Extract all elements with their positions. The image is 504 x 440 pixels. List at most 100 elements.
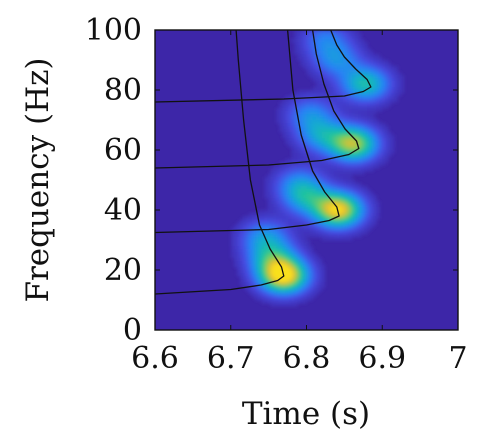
heatmap-cell [364, 201, 368, 205]
heatmap-cell [330, 150, 335, 154]
heatmap-cell [394, 99, 398, 103]
heatmap-cell [306, 204, 311, 208]
heatmap-cell [264, 189, 268, 193]
heatmap-cell [303, 186, 308, 190]
heatmap-cell [300, 177, 305, 181]
ridge-curve-1 [155, 30, 285, 295]
heatmap-cell [315, 273, 320, 277]
heatmap-cell [288, 237, 292, 241]
heatmap-cell [285, 255, 289, 259]
heatmap-cell [242, 264, 247, 268]
heatmap-cell [303, 156, 308, 160]
heatmap-cell [348, 105, 353, 109]
heatmap-cell [342, 222, 347, 226]
heatmap-cell [282, 291, 286, 295]
heatmap-cell [321, 183, 326, 187]
heatmap-cell [351, 87, 356, 91]
heatmap-cell [306, 207, 311, 211]
heatmap-cell [312, 231, 317, 235]
heatmap-cell [339, 204, 344, 208]
heatmap-cell [351, 99, 356, 103]
heatmap-cell [327, 108, 332, 112]
heatmap-cell [282, 135, 286, 139]
heatmap-cell [361, 129, 365, 133]
heatmap-cell [251, 279, 256, 283]
heatmap-cell [370, 213, 374, 217]
heatmap-cell [273, 225, 277, 229]
heatmap-cell [321, 168, 326, 172]
heatmap-cell [321, 198, 326, 202]
heatmap-cell [248, 252, 253, 256]
heatmap-cell [321, 57, 326, 61]
heatmap-cell [367, 147, 371, 151]
heatmap-cell [358, 153, 362, 157]
heatmap-cell [288, 213, 292, 217]
heatmap-cell [312, 180, 317, 184]
heatmap-cell [354, 171, 359, 175]
heatmap-cell [345, 78, 350, 82]
heatmap-cell [297, 54, 302, 58]
heatmap-cell [312, 195, 317, 199]
heatmap-cell [312, 228, 317, 232]
heatmap-cell [251, 249, 256, 253]
heatmap-cell [291, 213, 295, 217]
y-tick-label: 100 [85, 13, 142, 48]
heatmap-cell [300, 45, 305, 49]
heatmap-cell [358, 231, 362, 235]
heatmap-cell [276, 270, 280, 274]
heatmap-cell [267, 210, 271, 214]
heatmap-cell [321, 42, 326, 46]
heatmap-cell [400, 87, 405, 91]
heatmap-cell [282, 99, 286, 103]
heatmap-cell [282, 225, 286, 229]
heatmap-cell [321, 213, 326, 217]
heatmap-cell [239, 231, 244, 235]
heatmap-cell [339, 93, 344, 97]
heatmap-cell [345, 183, 350, 187]
heatmap-cell [309, 99, 314, 103]
heatmap-cell [248, 282, 253, 286]
heatmap-cell [345, 63, 350, 67]
heatmap-cell [373, 72, 377, 76]
heatmap-cell [258, 234, 262, 238]
heatmap-cell [276, 165, 280, 169]
curve-layer [155, 30, 372, 295]
heatmap-cell [270, 294, 274, 298]
heatmap-cell [330, 132, 335, 136]
heatmap-cell [339, 150, 344, 154]
heatmap-cell [348, 39, 353, 43]
heatmap-cell [351, 75, 356, 79]
heatmap-cell [248, 216, 253, 220]
heatmap-cell [279, 111, 283, 115]
heatmap-cell [336, 93, 341, 97]
heatmap-cell [367, 108, 371, 112]
heatmap-cell [361, 213, 365, 217]
heatmap-cell [288, 120, 292, 124]
heatmap-cell [306, 117, 311, 121]
heatmap-cell [288, 96, 292, 100]
heatmap-cell [321, 45, 326, 49]
heatmap-cell [285, 171, 289, 175]
heatmap-cell [388, 78, 392, 82]
heatmap-cell [315, 141, 320, 145]
heatmap-cell [306, 36, 311, 40]
heatmap-cell [321, 102, 326, 106]
heatmap-cell [297, 141, 302, 145]
heatmap-cell [333, 84, 338, 88]
heatmap-cell [288, 303, 292, 307]
heatmap-cell [336, 99, 341, 103]
heatmap-cell [273, 219, 277, 223]
heatmap-cell [282, 285, 286, 289]
heatmap-cell [324, 48, 329, 52]
heatmap-cell [306, 255, 311, 259]
heatmap-cell [239, 237, 244, 241]
heatmap-cell [388, 132, 392, 136]
heatmap-cell [297, 204, 302, 208]
heatmap-cell [376, 105, 380, 109]
heatmap-cell [273, 288, 277, 292]
heatmap-cell [309, 189, 314, 193]
heatmap-cell [354, 42, 359, 46]
heatmap-cell [300, 99, 305, 103]
heatmap-cell [267, 264, 271, 268]
heatmap-cell [342, 201, 347, 205]
